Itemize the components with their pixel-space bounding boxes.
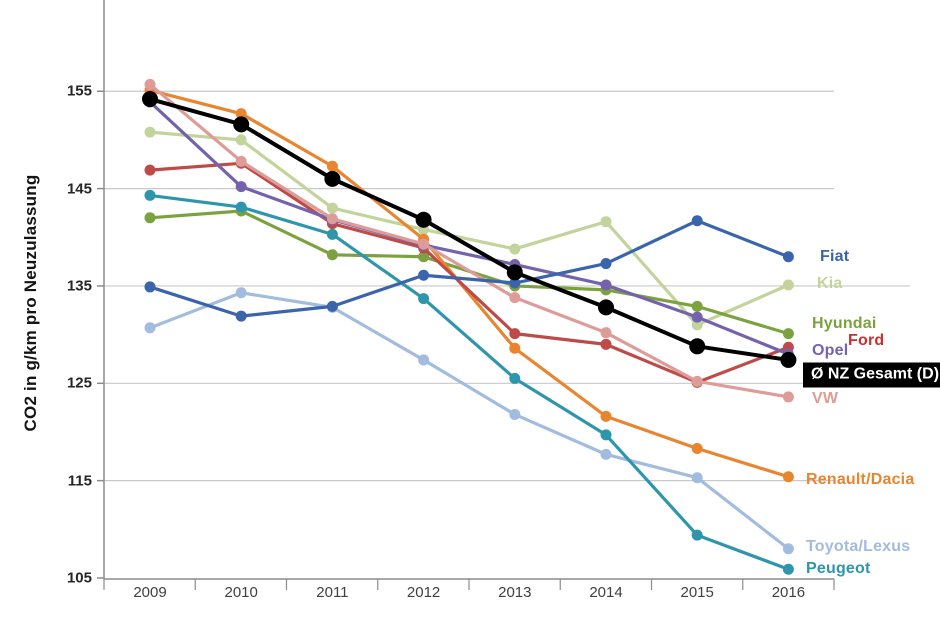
data-point-nz-gesamt-d-2013 xyxy=(506,264,523,281)
y-tick-label-125: 125 xyxy=(66,374,92,392)
data-point-hyundai-2016 xyxy=(782,328,794,340)
data-point-fiat-2016 xyxy=(782,251,794,263)
data-point-ford-2014 xyxy=(600,338,612,350)
data-point-vw-2013 xyxy=(509,292,521,304)
data-point-renault-dacia-2016 xyxy=(782,471,794,483)
series-line-kia xyxy=(149,130,790,327)
data-point-toyota-lexus-2014 xyxy=(600,448,612,460)
data-point-peugeot-2016 xyxy=(782,563,794,575)
y-tick-label-105: 105 xyxy=(66,569,92,587)
data-point-kia-2010 xyxy=(235,134,247,146)
data-point-kia-2015 xyxy=(691,319,703,331)
data-point-peugeot-2011 xyxy=(326,228,338,240)
data-point-nz-gesamt-d-2012 xyxy=(415,211,432,228)
data-point-kia-2009 xyxy=(144,126,156,138)
series-line-vw xyxy=(148,83,789,399)
x-tick-label-2010: 2010 xyxy=(224,584,258,601)
data-point-vw-2011 xyxy=(326,213,338,225)
series-label-renault-dacia: Renault/Dacia xyxy=(806,471,915,488)
data-point-fiat-2013 xyxy=(509,277,521,289)
data-point-hyundai-2015 xyxy=(691,300,703,312)
x-tick-label-2013: 2013 xyxy=(498,584,532,601)
x-tick-label-2016: 2016 xyxy=(771,584,806,601)
data-point-fiat-2011 xyxy=(326,300,338,312)
data-point-fiat-2009 xyxy=(144,281,156,293)
series-label-hyundai: Hyundai xyxy=(812,315,877,332)
series-line-opel xyxy=(148,100,790,356)
data-point-renault-dacia-2011 xyxy=(326,160,338,172)
data-point-vw-2014 xyxy=(600,327,612,339)
data-point-peugeot-2009 xyxy=(144,189,156,201)
series-label-fiat: Fiat xyxy=(820,248,850,265)
x-tick-label-2015: 2015 xyxy=(680,584,714,601)
data-point-nz-gesamt-d-2014 xyxy=(598,299,614,316)
series-label-ford: Ford xyxy=(848,332,885,349)
data-point-fiat-2010 xyxy=(235,310,247,322)
data-point-kia-2013 xyxy=(509,243,521,255)
series-line-toyota-lexus xyxy=(149,291,790,551)
series-label-kia: Kia xyxy=(817,274,843,292)
data-point-peugeot-2010 xyxy=(235,201,247,213)
data-point-nz-gesamt-d-2015 xyxy=(689,338,706,355)
data-point-ford-2013 xyxy=(509,328,521,340)
data-point-opel-2015 xyxy=(691,311,703,323)
series-label-opel: Opel xyxy=(812,342,849,359)
data-point-opel-2014 xyxy=(600,279,612,291)
series-line-peugeot xyxy=(149,193,789,571)
data-point-nz-gesamt-d-2011 xyxy=(324,170,341,187)
data-point-toyota-lexus-2009 xyxy=(144,322,156,334)
x-tick-label-2011: 2011 xyxy=(316,584,349,601)
data-point-fiat-2014 xyxy=(600,258,612,270)
y-tick-label-135: 135 xyxy=(66,277,92,295)
data-point-kia-2011 xyxy=(326,202,338,214)
data-point-peugeot-2014 xyxy=(600,429,612,441)
data-point-toyota-lexus-2016 xyxy=(782,543,794,555)
data-point-nz-gesamt-d-2009 xyxy=(142,91,158,108)
data-point-hyundai-2009 xyxy=(144,212,156,224)
data-point-opel-2010 xyxy=(235,181,247,193)
data-point-hyundai-2012 xyxy=(418,251,430,263)
data-point-kia-2016 xyxy=(782,279,794,291)
data-point-nz-gesamt-d-2010 xyxy=(233,116,250,133)
data-point-toyota-lexus-2013 xyxy=(509,408,521,420)
data-point-vw-2012 xyxy=(418,238,430,250)
x-tick-label-2014: 2014 xyxy=(589,584,623,601)
data-point-toyota-lexus-2012 xyxy=(418,354,430,366)
data-point-renault-dacia-2010 xyxy=(235,108,247,120)
data-point-toyota-lexus-2015 xyxy=(691,472,703,484)
y-tick-label-145: 145 xyxy=(66,180,92,198)
data-point-nz-gesamt-d-2016 xyxy=(780,351,797,368)
data-point-hyundai-2011 xyxy=(326,249,338,261)
series-label-peugeot: Peugeot xyxy=(806,560,871,577)
data-point-peugeot-2012 xyxy=(418,293,430,305)
data-point-toyota-lexus-2010 xyxy=(235,287,247,299)
data-point-vw-2009 xyxy=(144,78,156,90)
y-tick-label-115: 115 xyxy=(67,472,92,490)
series-line-ford xyxy=(149,161,789,384)
data-point-kia-2014 xyxy=(600,216,612,228)
data-point-fiat-2012 xyxy=(418,269,430,281)
y-tick-label-155: 155 xyxy=(66,82,92,100)
series-label-nz-gesamt-d: Ø NZ Gesamt (D) xyxy=(803,362,940,387)
data-point-vw-2010 xyxy=(235,155,247,167)
series-label-toyota-lexus: Toyota/Lexus xyxy=(806,538,911,555)
data-point-peugeot-2013 xyxy=(509,372,521,384)
data-point-peugeot-2015 xyxy=(691,529,703,541)
data-point-fiat-2015 xyxy=(691,215,703,227)
series-line-renault-dacia xyxy=(149,88,789,479)
data-point-renault-dacia-2015 xyxy=(691,443,703,455)
data-point-renault-dacia-2013 xyxy=(509,342,521,354)
data-point-ford-2009 xyxy=(144,164,156,176)
data-point-vw-2015 xyxy=(691,375,703,387)
series-line-nz-gesamt-d xyxy=(149,97,789,362)
series-line-fiat xyxy=(149,219,789,318)
x-tick-label-2009: 2009 xyxy=(133,584,167,601)
data-point-vw-2016 xyxy=(782,391,794,403)
series-label-vw: VW xyxy=(812,390,839,407)
data-point-renault-dacia-2014 xyxy=(600,410,612,422)
x-tick-label-2012: 2012 xyxy=(406,584,441,601)
